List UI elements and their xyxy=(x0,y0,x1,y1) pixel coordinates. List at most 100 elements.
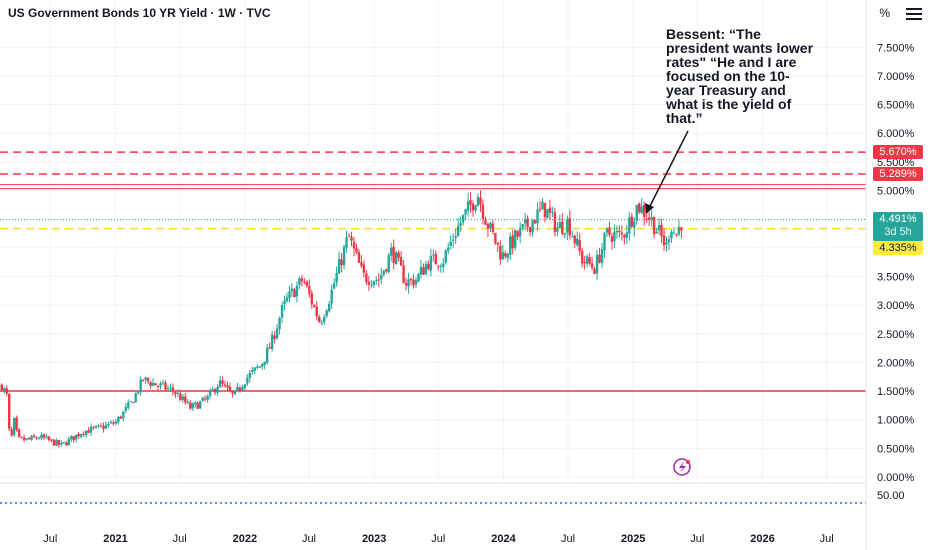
candle-body xyxy=(156,385,160,387)
candle-body xyxy=(55,440,58,446)
candle-body xyxy=(270,334,274,350)
candle-body xyxy=(342,246,346,266)
candle-body xyxy=(603,233,606,251)
level-tag-4335: 4.335% xyxy=(873,240,923,255)
candle-body xyxy=(248,373,252,378)
y-tick-label: 0.000% xyxy=(877,472,915,484)
candle-body xyxy=(268,347,271,349)
candle-body xyxy=(675,233,678,236)
candle-body xyxy=(107,423,110,426)
candle-body xyxy=(258,366,261,368)
candle-body xyxy=(439,266,442,268)
candle-body xyxy=(134,393,137,403)
candle-body xyxy=(238,387,242,391)
menu-icon[interactable] xyxy=(906,8,922,20)
candle-body xyxy=(332,283,336,289)
x-tick-label: Jul xyxy=(302,533,316,545)
candle-body xyxy=(662,235,666,246)
candle-body xyxy=(25,438,28,440)
candle-body xyxy=(275,328,279,339)
candle-body xyxy=(109,421,113,424)
candle-body xyxy=(571,236,574,238)
y-tick-label: 1.500% xyxy=(877,386,915,398)
x-tick-label: Jul xyxy=(431,533,445,545)
candle-body xyxy=(303,281,306,283)
candle-body xyxy=(481,204,485,219)
candle-body xyxy=(367,281,371,285)
candle-body xyxy=(191,403,194,409)
candle-body xyxy=(320,322,323,324)
level-tag-5670: 5.670% xyxy=(873,145,923,160)
x-tick-label: Jul xyxy=(43,533,57,545)
candle-body xyxy=(12,417,16,436)
candle-body xyxy=(208,390,212,396)
price-axis[interactable]: 0.000% 0.500% 1.000% 1.500% 2.000% 2.500% 3.00… xyxy=(877,42,915,484)
candle-body xyxy=(221,380,224,384)
candle-body xyxy=(223,384,227,386)
candle-body xyxy=(327,303,331,312)
candle-body xyxy=(129,401,132,403)
candle-body xyxy=(280,304,284,318)
candle-body xyxy=(15,417,18,430)
candle-body xyxy=(647,217,651,220)
candle-body xyxy=(3,388,6,391)
candle-body xyxy=(600,249,604,263)
candle-body xyxy=(10,429,13,436)
candle-body xyxy=(22,437,26,441)
candle-body xyxy=(308,285,311,294)
candle-body xyxy=(313,305,316,307)
candle-body xyxy=(151,382,155,386)
candle-body xyxy=(429,255,433,271)
candle-body xyxy=(94,425,98,428)
candle-body xyxy=(580,250,584,264)
candle-body xyxy=(228,386,232,391)
candle-body xyxy=(469,200,472,205)
x-tick-label: 2022 xyxy=(233,533,257,545)
candle-body xyxy=(300,278,304,282)
candle-body xyxy=(256,366,259,368)
candle-body xyxy=(174,392,177,394)
lightning-icon[interactable] xyxy=(673,458,691,476)
candle-body xyxy=(422,267,425,275)
candle-body xyxy=(556,227,559,232)
candle-body xyxy=(89,426,93,433)
grid-lines xyxy=(0,0,866,483)
candle-body xyxy=(434,253,438,265)
candle-body xyxy=(226,385,229,388)
candle-body xyxy=(501,252,505,260)
candle-body xyxy=(528,226,532,232)
candle-body xyxy=(397,252,400,258)
candle-body xyxy=(402,265,405,283)
candle-body xyxy=(449,241,452,247)
candle-body xyxy=(357,252,361,263)
candle-body xyxy=(615,230,619,233)
candle-body xyxy=(576,238,579,246)
candle-body xyxy=(141,379,145,381)
candle-body xyxy=(461,214,465,223)
candle-body xyxy=(640,206,643,213)
candle-body xyxy=(315,306,318,317)
candle-body xyxy=(377,279,380,281)
candle-body xyxy=(352,242,356,249)
candle-body xyxy=(97,425,100,427)
y-tick-label: 7.500% xyxy=(877,42,915,54)
time-axis[interactable]: Jul 2021 Jul 2022 Jul 2023 Jul 2024 Jul 2025 Jul 20… xyxy=(43,533,833,545)
candle-body xyxy=(447,247,450,251)
candle-body xyxy=(506,253,509,258)
candle-body xyxy=(389,247,393,256)
candle-body xyxy=(484,220,487,225)
candle-body xyxy=(35,437,38,439)
candle-body xyxy=(169,387,172,389)
candle-body xyxy=(213,389,217,393)
candle-body xyxy=(154,383,157,386)
candle-body xyxy=(241,387,244,391)
candle-body xyxy=(476,197,480,207)
candle-body xyxy=(504,253,507,257)
candle-body xyxy=(72,436,75,441)
candle-body xyxy=(486,224,490,229)
candle-body xyxy=(283,300,286,305)
candle-body xyxy=(122,411,125,419)
candle-body xyxy=(273,335,276,340)
candle-body xyxy=(437,265,440,267)
